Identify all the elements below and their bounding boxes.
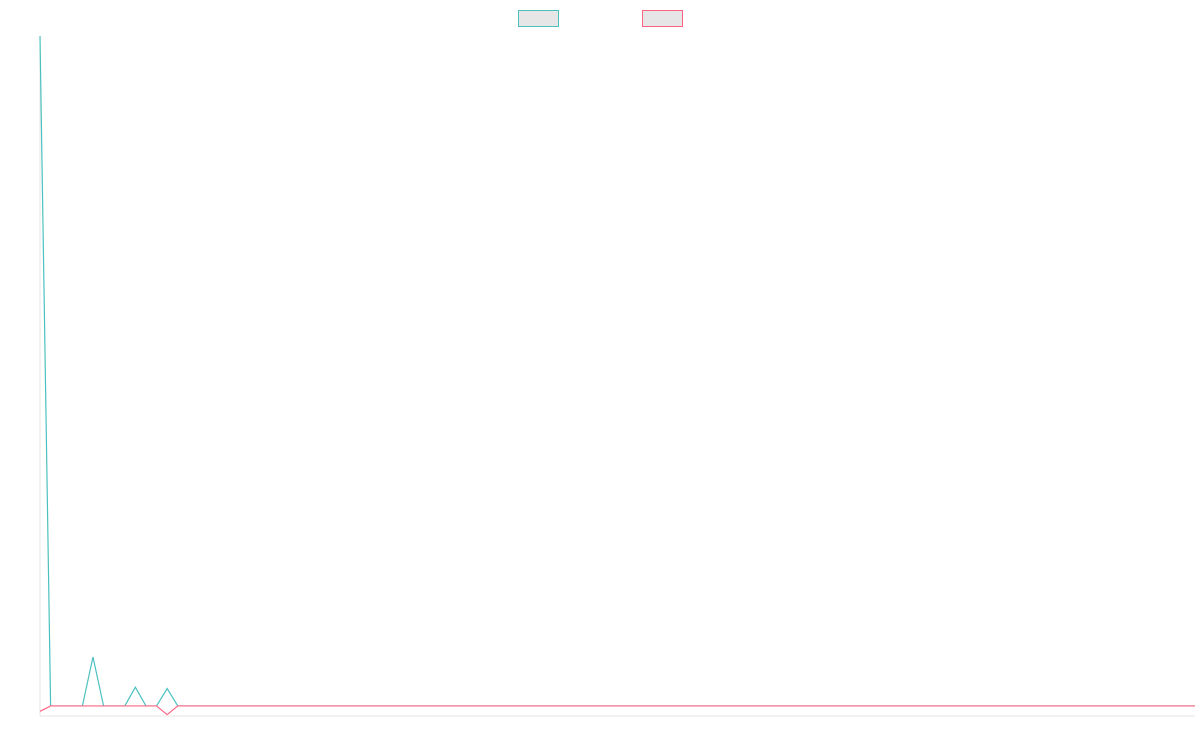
legend[interactable]	[518, 10, 683, 27]
legend-item-1[interactable]	[518, 10, 559, 27]
chart-axes	[39, 36, 1195, 717]
legend-swatch-1[interactable]	[518, 10, 559, 27]
legend-swatch-2[interactable]	[642, 10, 683, 27]
series-line-1	[39, 35, 1195, 707]
series-layer	[39, 35, 1195, 716]
legend-item-2[interactable]	[642, 10, 683, 27]
series-line-2	[39, 705, 1195, 716]
